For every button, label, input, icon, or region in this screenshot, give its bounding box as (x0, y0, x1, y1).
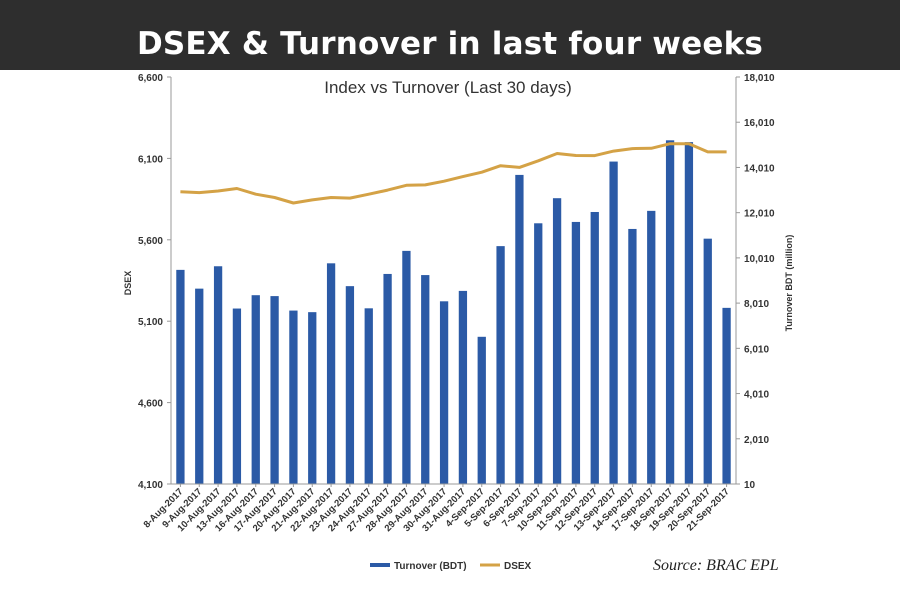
left-axis-title: DSEX (123, 271, 133, 296)
turnover-bar (477, 336, 486, 484)
right-tick-label: 10 (744, 480, 756, 491)
turnover-bar (439, 301, 449, 484)
right-axis-title: Turnover BDT (million) (784, 235, 794, 332)
index-vs-turnover-chart: Index vs Turnover (Last 30 days) 4,1004,… (123, 73, 794, 574)
turnover-bar (665, 140, 675, 485)
title-banner: DSEX & Turnover in last four weeks (0, 0, 900, 70)
banner-title: DSEX & Turnover in last four weeks (136, 26, 764, 62)
turnover-bar (534, 223, 543, 484)
left-tick-label: 5,600 (138, 236, 163, 247)
turnover-bar (703, 238, 712, 484)
turnover-bar (383, 273, 392, 484)
left-tick-label: 6,100 (138, 154, 163, 165)
turnover-bar (289, 310, 298, 484)
right-tick-label: 14,010 (744, 163, 775, 174)
turnover-bar (458, 290, 468, 484)
turnover-bar (326, 263, 336, 484)
turnover-bar (684, 142, 694, 484)
right-tick-label: 10,010 (744, 254, 775, 265)
turnover-bar (609, 161, 618, 484)
left-tick-label: 4,100 (138, 480, 163, 491)
turnover-bar (213, 266, 223, 484)
source-note: Source: BRAC EPL (653, 557, 779, 574)
left-tick-label: 4,600 (138, 399, 163, 410)
turnover-bars (176, 140, 731, 485)
right-axis-ticks: 10 2,010 4,010 6,010 8,010 10,010 12,010 14,010… (736, 73, 775, 491)
turnover-bar (421, 275, 430, 484)
chart-title: Index vs Turnover (Last 30 days) (324, 78, 572, 97)
turnover-bar (496, 246, 505, 484)
turnover-bar (251, 295, 260, 484)
x-axis-ticks: 8-Aug-20179-Aug-201710-Aug-201713-Aug-20… (142, 484, 732, 534)
turnover-bar (402, 250, 411, 484)
turnover-bar (232, 308, 242, 484)
turnover-bar (176, 269, 185, 484)
right-tick-label: 6,010 (744, 344, 769, 355)
dsex-line (180, 142, 727, 205)
left-tick-label: 6,600 (138, 73, 163, 84)
legend: Turnover (BDT) DSEX (370, 561, 532, 572)
right-tick-label: 12,010 (744, 209, 775, 220)
legend-dsex-label: DSEX (504, 561, 532, 572)
turnover-bar (571, 221, 581, 484)
turnover-bar (590, 211, 599, 484)
left-axis-ticks: 4,100 4,600 5,100 5,600 6,100 6,600 (138, 73, 171, 491)
left-tick-label: 5,100 (138, 317, 163, 328)
turnover-bar (308, 312, 317, 484)
turnover-bar (364, 308, 373, 484)
turnover-bar (722, 307, 731, 484)
turnover-bar (345, 286, 355, 484)
legend-turnover-label: Turnover (BDT) (394, 561, 467, 572)
turnover-bar (195, 288, 204, 484)
turnover-bar (515, 174, 524, 484)
right-tick-label: 2,010 (744, 435, 769, 446)
turnover-bar (628, 228, 637, 484)
right-tick-label: 4,010 (744, 390, 769, 401)
turnover-bar (270, 296, 279, 484)
right-tick-label: 18,010 (744, 73, 775, 84)
right-tick-label: 8,010 (744, 299, 769, 310)
right-tick-label: 16,010 (744, 118, 775, 129)
turnover-bar (647, 210, 656, 484)
turnover-bar (552, 198, 562, 484)
